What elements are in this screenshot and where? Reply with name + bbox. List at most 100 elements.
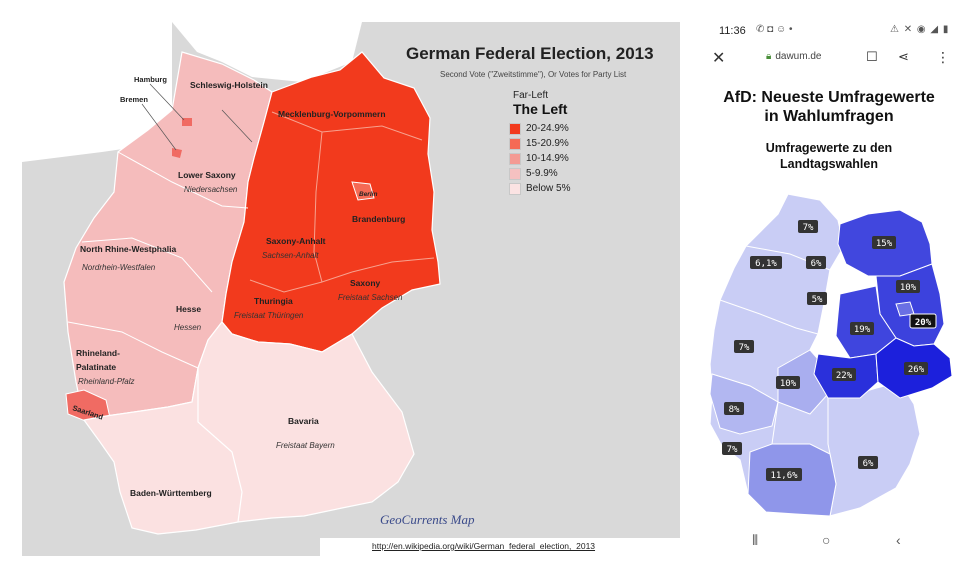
close-icon[interactable]: ✕ — [712, 50, 726, 67]
left-map-panel: Schleswig-Holstein Hamburg Bremen Meckle… — [22, 22, 680, 556]
source-link[interactable]: http://en.wikipedia.org/wiki/German_fede… — [372, 541, 596, 551]
afd-value-labels: 7% 15% 6,1% 6% 5% 10% 20% 19% 7% 10% 22%… — [722, 220, 937, 481]
article-subtitle: Umfragewerte zu den Landtagswahlen — [700, 140, 958, 172]
label-bg-sh — [798, 220, 818, 233]
value-bb: 20% — [915, 318, 932, 328]
label-thuringia-local: Freistaat Thüringen — [234, 311, 304, 320]
label-bavaria-local: Freistaat Bayern — [276, 441, 335, 450]
recent-apps-icon[interactable]: ⦀ — [752, 532, 759, 548]
label-rlp-1: Rhineland- — [76, 348, 120, 358]
legend-party: The Left — [513, 101, 568, 117]
value-st: 19% — [854, 325, 871, 335]
article-title-line-1: AfD: Neueste Umfragewerte — [723, 89, 935, 106]
berlin-region — [351, 181, 375, 201]
label-hamburg: Hamburg — [134, 75, 167, 84]
legend-label: 15-20.9% — [526, 138, 569, 149]
domain-text: dawum.de — [775, 51, 822, 62]
baltic-sea — [172, 22, 362, 82]
border-ni — [117, 151, 249, 209]
share-icon[interactable]: ⋖ — [898, 49, 909, 64]
label-bg-bw — [766, 468, 802, 481]
border-th — [249, 279, 323, 293]
article-title-line-2: in Wahlumfragen — [764, 108, 894, 125]
value-bw: 11,6% — [770, 471, 798, 481]
url-domain[interactable]: 🔒︎ dawum.de — [766, 51, 821, 62]
label-bg-be — [896, 280, 920, 293]
label-nrw: North Rhine-Westphalia — [80, 244, 176, 254]
border-bw-by — [197, 368, 243, 523]
source-bar — [320, 538, 680, 556]
label-mecklenburg: Mecklenburg-Vorpommern — [278, 109, 386, 119]
map-credit: GeoCurrents Map — [380, 512, 475, 527]
sh-leader — [221, 109, 253, 143]
phone-screenshot: 11:36 ✆ ◘ ☺ • ⚠ ✕ ◉ ◢ ▮ ✕ 🔒︎ dawum.de ☐ ⋖… — [700, 14, 958, 564]
label-saxony: Saxony — [350, 278, 381, 288]
status-time: 11:36 — [719, 25, 746, 37]
label-saxony-local: Freistaat Sachsen — [338, 293, 403, 302]
border-st — [313, 131, 353, 283]
hamburg-region — [182, 118, 192, 126]
value-th: 22% — [836, 371, 853, 381]
label-brandenburg: Brandenburg — [352, 214, 405, 224]
bookmark-icon[interactable]: ☐ — [866, 49, 878, 64]
label-lower-saxony-local: Niedersachsen — [184, 185, 238, 194]
label-bg-mv — [872, 236, 896, 249]
legend-label: 20-24.9% — [526, 123, 569, 134]
article-subtitle-line-2: Landtagswahlen — [780, 157, 878, 171]
border-nrw — [81, 237, 213, 293]
label-schleswig-holstein: Schleswig-Holstein — [190, 80, 268, 90]
south-germany-region — [82, 321, 415, 535]
label-hesse: Hesse — [176, 304, 201, 314]
value-sl: 7% — [727, 445, 738, 455]
label-bg-ni — [750, 256, 782, 269]
border-sn — [351, 257, 435, 273]
legend-swatch — [509, 137, 521, 150]
label-bg-by — [858, 456, 878, 469]
bremen-leader — [141, 103, 177, 151]
value-by: 6% — [863, 459, 874, 469]
lock-icon: 🔒︎ — [766, 51, 772, 62]
legend-swatch — [509, 122, 521, 135]
legend-swatch — [509, 167, 521, 180]
bremen-region — [172, 148, 182, 158]
legend-swatch — [509, 152, 521, 165]
value-rp: 8% — [729, 405, 740, 415]
more-menu-icon[interactable]: ⋮ — [936, 49, 950, 65]
label-bavaria: Bavaria — [288, 416, 319, 426]
label-bg-rp — [724, 402, 744, 415]
legend-swatch — [509, 182, 521, 195]
label-bg-hh — [807, 292, 827, 305]
border-nrw — [719, 299, 819, 335]
north-sea — [22, 22, 172, 162]
hamburg-leader — [149, 83, 185, 121]
label-bg-nw — [734, 340, 754, 353]
value-he: 10% — [780, 379, 797, 389]
label-rlp-2: Palatinate — [76, 362, 116, 372]
map-legend: Far-Left The Left 20-24.9% 15-20.9% 10-1… — [509, 90, 613, 196]
label-rlp-local: Rheinland-Pfalz — [78, 377, 134, 386]
label-bg-bb — [909, 313, 937, 329]
label-saxony-anhalt-local: Sachsen-Anhalt — [262, 251, 319, 260]
label-berlin: Berlin — [359, 191, 377, 198]
legend-item: 15-20.9% — [509, 136, 613, 151]
map-subtitle: Second Vote ("Zweitstimme"), Or Votes fo… — [440, 70, 627, 79]
map-title: German Federal Election, 2013 — [406, 44, 654, 63]
article-title: AfD: Neueste Umfragewerte in Wahlumfrage… — [700, 88, 958, 126]
border-mv — [271, 111, 423, 141]
value-hh: 5% — [812, 295, 823, 305]
legend-item: Below 5% — [509, 181, 613, 196]
label-lower-saxony: Lower Saxony — [178, 170, 236, 180]
status-notification-icons: ✆ ◘ ☺ • — [756, 24, 793, 35]
value-ni: 6,1% — [755, 259, 777, 269]
value-hb: 6% — [811, 259, 822, 269]
label-bremen: Bremen — [120, 95, 148, 104]
label-bg-sl — [722, 442, 742, 455]
status-system-icons: ⚠ ✕ ◉ ◢ ▮ — [890, 24, 950, 35]
west-region — [709, 193, 921, 517]
home-icon[interactable]: ○ — [822, 532, 831, 548]
label-bg-he — [776, 376, 800, 389]
label-bg-th — [832, 368, 856, 381]
back-icon[interactable]: ‹ — [896, 532, 901, 548]
legend-item: 10-14.9% — [509, 151, 613, 166]
value-mv: 15% — [876, 239, 893, 249]
